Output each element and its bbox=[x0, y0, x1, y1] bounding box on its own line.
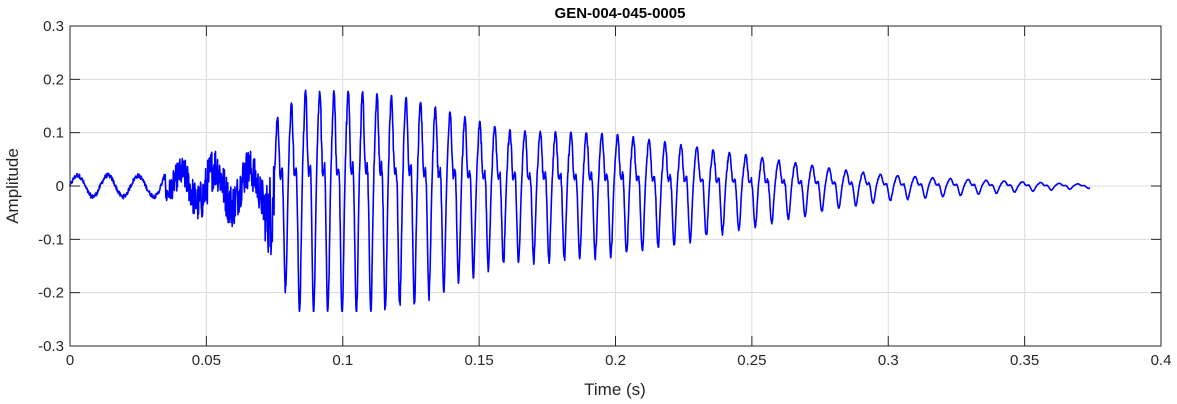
waveform-line bbox=[69, 89, 1091, 313]
y-tick-label: 0 bbox=[56, 178, 64, 195]
y-axis-label: Amplitude bbox=[3, 148, 22, 224]
y-tick-label: -0.3 bbox=[38, 338, 64, 355]
y-tick-label: -0.2 bbox=[38, 285, 64, 302]
x-tick-label: 0.15 bbox=[465, 352, 494, 369]
waveform-series bbox=[69, 89, 1091, 313]
x-tick-label: 0 bbox=[66, 352, 74, 369]
x-tick-label: 0.25 bbox=[737, 352, 766, 369]
y-tick-label: -0.1 bbox=[38, 231, 64, 248]
chart-title: GEN-004-045-0005 bbox=[555, 5, 686, 22]
grid-lines bbox=[70, 26, 1161, 346]
x-tick-label: 0.4 bbox=[1151, 352, 1172, 369]
y-tick-label: 0.3 bbox=[43, 18, 64, 35]
x-tick-label: 0.2 bbox=[605, 352, 626, 369]
y-tick-label: 0.2 bbox=[43, 71, 64, 88]
x-tick-label: 0.1 bbox=[332, 352, 353, 369]
x-axis-label: Time (s) bbox=[584, 380, 646, 399]
y-tick-label: 0.1 bbox=[43, 125, 64, 142]
x-tick-label: 0.35 bbox=[1010, 352, 1039, 369]
axis-ticks: 0 0.05 0.1 0.15 0.2 0.25 0.3 0.35 0.4 -0.3 -0.2 -0.… bbox=[38, 18, 1171, 369]
x-tick-label: 0.05 bbox=[192, 352, 221, 369]
x-tick-label: 0.3 bbox=[878, 352, 899, 369]
